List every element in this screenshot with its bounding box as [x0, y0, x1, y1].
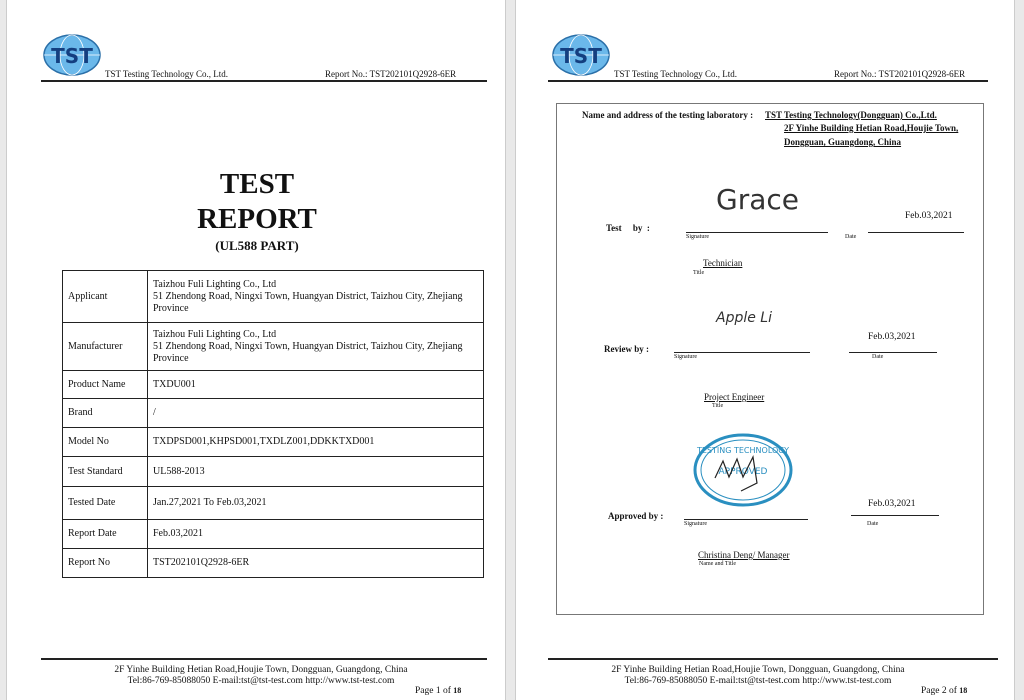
approved-stamp-icon: TESTING TECHNOLOGY APPROVED — [693, 433, 793, 507]
table-row: Test Standard UL588-2013 — [62, 456, 484, 487]
table-row: Report No TST202101Q2928-6ER — [62, 548, 484, 578]
footer-address: 2F Yinhe Building Hetian Road,Houjie Tow… — [114, 665, 408, 675]
review-date: Feb.03,2021 — [868, 332, 916, 342]
svg-text:TST: TST — [51, 44, 93, 68]
title-report: REPORT — [197, 203, 317, 235]
page-number: Page 1 of 18 — [415, 686, 462, 696]
header-company: TST Testing Technology Co., Ltd. — [614, 69, 737, 79]
approved-date: Feb.03,2021 — [868, 499, 916, 509]
footer-address: 2F Yinhe Building Hetian Road,Houjie Tow… — [611, 665, 905, 675]
tst-logo-icon: TST — [552, 34, 610, 76]
footer-contact: Tel:86-769-85088050 E-mail:tst@tst-test.… — [624, 676, 892, 686]
svg-text:APPROVED: APPROVED — [719, 467, 768, 477]
svg-text:TESTING TECHNOLOGY: TESTING TECHNOLOGY — [696, 446, 789, 455]
review-title: Project Engineer — [704, 392, 765, 402]
page-2: TST TST Testing Technology Co., Ltd. Rep… — [515, 0, 1015, 700]
lab-address-1: 2F Yinhe Building Hetian Road,Houjie Tow… — [784, 123, 959, 133]
page-1: TST TST Testing Technology Co., Ltd. Rep… — [6, 0, 506, 700]
test-date: Feb.03,2021 — [905, 211, 953, 221]
review-by-label: Review by : — [604, 344, 649, 354]
lab-address-2: Dongguan, Guangdong, China — [784, 137, 902, 147]
table-row: Tested Date Jan.27,2021 To Feb.03,2021 — [62, 486, 484, 520]
test-by-label: Test by : — [606, 223, 650, 233]
header-report-no: Report No.: TST202101Q2928-6ER — [834, 69, 966, 79]
table-row: Product Name TXDU001 — [62, 370, 484, 399]
table-row: Report Date Feb.03,2021 — [62, 519, 484, 549]
lab-name: TST Testing Technology(Dongguan) Co.,Ltd… — [765, 110, 937, 120]
signature-box — [556, 103, 984, 615]
table-row: Applicant Taizhou Fuli Lighting Co., Ltd … — [62, 270, 484, 323]
test-signature: Grace — [716, 183, 799, 216]
header-company: TST Testing Technology Co., Ltd. — [105, 69, 228, 79]
review-signature: Apple Li — [716, 310, 772, 326]
title-test: TEST — [219, 168, 295, 200]
svg-text:TST: TST — [560, 44, 602, 68]
test-title: Technician — [703, 258, 743, 268]
approved-by-label: Approved by : — [608, 511, 664, 521]
report-info-table: Applicant Taizhou Fuli Lighting Co., Ltd … — [62, 270, 484, 578]
tst-logo-icon: TST — [43, 34, 101, 76]
lab-label: Name and address of the testing laborato… — [582, 110, 754, 120]
table-row: Manufacturer Taizhou Fuli Lighting Co., L… — [62, 322, 484, 371]
header-report-no: Report No.: TST202101Q2928-6ER — [325, 69, 457, 79]
approved-title: Christina Deng/ Manager — [698, 550, 790, 560]
page-number: Page 2 of 18 — [921, 686, 968, 696]
table-row: Model No TXDPSD001,KHPSD001,TXDLZ001,DDKK… — [62, 427, 484, 457]
footer-contact: Tel:86-769-85088050 E-mail:tst@tst-test.… — [127, 676, 395, 686]
table-row: Brand / — [62, 398, 484, 428]
subtitle: (UL588 PART) — [215, 238, 299, 253]
